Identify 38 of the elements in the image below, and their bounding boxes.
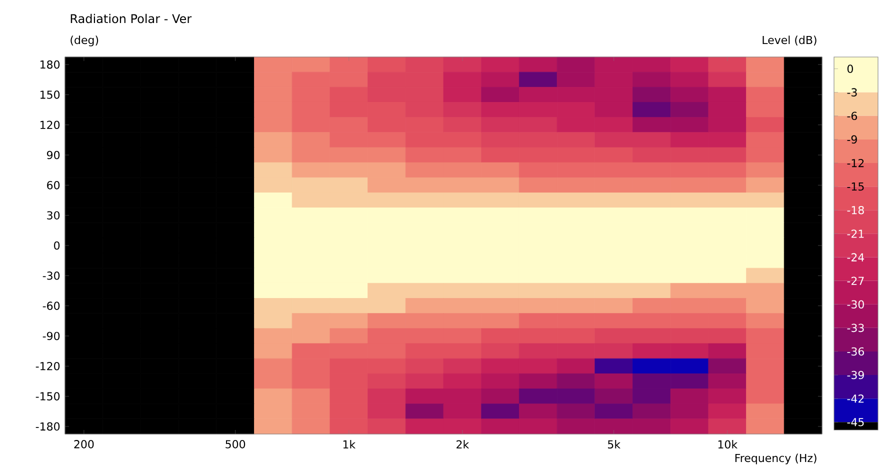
y-tick-label: 60 xyxy=(47,181,60,190)
x-tick-label: 2k xyxy=(456,440,470,448)
y-tick-label: 180 xyxy=(40,60,60,69)
color-bar-label: -24 xyxy=(847,253,864,262)
color-bar-label: 0 xyxy=(847,64,853,73)
color-bar-label: -15 xyxy=(847,182,864,191)
y-tick-label: -120 xyxy=(36,362,60,370)
x-tick-label: 500 xyxy=(226,440,246,448)
chart-title: Radiation Polar - Ver xyxy=(70,14,192,24)
color-bar-title: Level (dB) xyxy=(762,36,816,46)
y-tick-label: -60 xyxy=(42,302,60,310)
y-tick-label: 30 xyxy=(47,211,60,220)
color-bar-label: -6 xyxy=(847,112,858,120)
color-bar-label: -21 xyxy=(847,230,864,238)
y-tick-label: 0 xyxy=(54,241,60,250)
color-bar-label: -3 xyxy=(847,88,857,96)
x-tick-label: 10k xyxy=(718,440,738,449)
x-tick-label: 1k xyxy=(343,440,356,448)
y-tick-label: -150 xyxy=(36,392,60,400)
color-bar-label: -42 xyxy=(847,394,864,403)
y-tick-label: 120 xyxy=(40,120,60,130)
y-axis-title: (deg) xyxy=(70,36,98,46)
x-tick-label: 5k xyxy=(608,440,620,449)
color-bar-label: -27 xyxy=(847,276,864,285)
color-bar-label: -12 xyxy=(847,158,864,168)
color-bar-label: -36 xyxy=(847,347,864,356)
x-tick-label: 200 xyxy=(74,440,94,448)
color-bar-label: -30 xyxy=(847,300,864,309)
color-bar-label: -33 xyxy=(847,324,864,332)
y-tick-label: -180 xyxy=(36,422,60,431)
color-bar-label: -18 xyxy=(847,206,864,214)
y-tick-label: 90 xyxy=(46,150,60,160)
color-bar-label: -39 xyxy=(847,370,864,380)
x-axis-title: Frequency (Hz) xyxy=(735,454,816,464)
y-tick-label: 150 xyxy=(40,90,60,99)
color-bar-label: -9 xyxy=(847,135,857,144)
y-tick-label: -30 xyxy=(42,272,60,280)
y-tick-label: -90 xyxy=(42,332,60,340)
